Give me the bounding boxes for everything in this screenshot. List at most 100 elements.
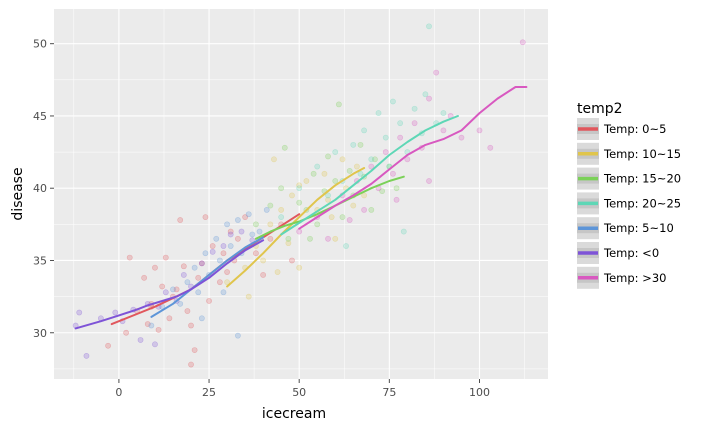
scatter-point — [303, 178, 310, 184]
scatter-point — [379, 188, 386, 195]
scatter-point — [234, 217, 241, 223]
scatter-point — [375, 110, 382, 116]
scatter-point — [238, 228, 245, 235]
scatter-point — [209, 243, 216, 249]
scatter-point — [426, 23, 432, 30]
x-tick-label: 0 — [115, 386, 122, 399]
scatter-point — [372, 156, 378, 163]
x-tick-label: 100 — [469, 386, 490, 399]
scatter-point — [166, 315, 173, 322]
scatter-point — [278, 206, 285, 213]
scatter-point — [260, 257, 267, 264]
scatter-point — [285, 235, 292, 242]
scatter-point — [155, 326, 162, 333]
scatter-point — [296, 182, 303, 189]
scatter-point — [245, 211, 252, 218]
scatter-point — [426, 178, 432, 184]
scatter-point — [382, 134, 389, 141]
legend: temp2 Temp: 0~5 Temp: 10~15 Temp: 15~20 Tem… — [577, 101, 681, 289]
scatter-point — [314, 163, 321, 170]
scatter-point — [397, 134, 404, 141]
scatter-point — [368, 156, 375, 163]
scatter-point — [137, 337, 144, 343]
scatter-point — [224, 279, 230, 286]
grid-lines — [54, 9, 548, 379]
scatter-point — [234, 235, 241, 242]
scatter-point — [382, 149, 389, 155]
x-axis-ticks: 0 25 50 75 100 — [115, 379, 490, 399]
series-trend-line — [150, 236, 265, 318]
scatter-point — [285, 240, 292, 247]
scatter-point — [433, 69, 440, 76]
scatter-point — [400, 228, 407, 235]
scatter-point — [411, 105, 418, 112]
scatter-point — [184, 279, 191, 286]
scatter-point — [198, 260, 205, 267]
x-tick-label: 25 — [202, 386, 216, 399]
scatter-point — [335, 101, 342, 108]
x-axis-title: icecream — [262, 406, 326, 422]
legend-label: Temp: 15~20 — [603, 172, 681, 186]
legend-title: temp2 — [577, 101, 623, 117]
scatter-point — [325, 153, 331, 160]
scatter-point — [126, 254, 133, 261]
series-trend-line — [280, 115, 459, 236]
series-trend-line — [74, 239, 265, 330]
scatter-point — [180, 272, 187, 278]
scatter-point — [260, 272, 267, 278]
scatter-point — [76, 309, 83, 316]
scatter-point — [339, 156, 346, 163]
scatter-point — [83, 352, 90, 359]
scatter-point — [325, 196, 331, 203]
scatter-point — [256, 228, 263, 235]
scatter-point — [220, 250, 227, 257]
plot-panel — [54, 9, 548, 379]
scatter-point — [141, 274, 148, 281]
scatter-point — [332, 235, 339, 242]
scatter-point — [296, 199, 303, 206]
scatter-point — [325, 192, 331, 199]
scatter-point — [209, 248, 216, 255]
scatter-point — [357, 141, 364, 148]
scatter-point — [148, 322, 155, 329]
scatter-point — [404, 156, 411, 163]
scatter-point — [177, 217, 184, 223]
scatter-point — [440, 127, 447, 134]
scatter-point — [476, 127, 483, 134]
scatter-point — [249, 231, 256, 238]
scatter-point — [390, 170, 396, 177]
scatter-point — [390, 98, 396, 105]
scatter-point — [198, 260, 205, 267]
scatter-point — [368, 163, 375, 170]
y-tick-label: 50 — [33, 38, 47, 51]
scatter-point — [267, 235, 274, 242]
scatter-point — [224, 269, 230, 275]
scatter-point — [328, 214, 335, 221]
scatter-point — [191, 264, 198, 271]
scatter-point — [198, 315, 205, 322]
scatter-point — [162, 254, 169, 261]
scatter-point — [332, 149, 339, 155]
scatter-point — [368, 206, 375, 213]
y-axis-ticks: 30 35 40 45 50 — [33, 38, 54, 340]
scatter-point — [159, 283, 166, 290]
scatter-point — [188, 322, 194, 329]
scatter-point — [188, 361, 194, 368]
scatter-point — [440, 110, 447, 116]
scatter-point — [426, 95, 432, 102]
scatter-point — [271, 156, 277, 163]
scatter-point — [253, 250, 259, 257]
scatter-point — [216, 279, 223, 286]
scatter-point — [191, 347, 198, 353]
scatter-point — [296, 228, 303, 235]
x-tick-label: 50 — [292, 386, 306, 399]
scatter-point — [220, 243, 227, 249]
scatter-point — [346, 167, 353, 174]
legend-label: Temp: 20~25 — [603, 196, 681, 210]
series-trend-line — [254, 175, 405, 240]
scatter-point — [346, 217, 353, 223]
scatter-point — [227, 243, 234, 249]
scatter-point — [170, 286, 176, 293]
legend-label: Temp: 5~10 — [603, 221, 674, 235]
scatter-point — [220, 289, 227, 296]
